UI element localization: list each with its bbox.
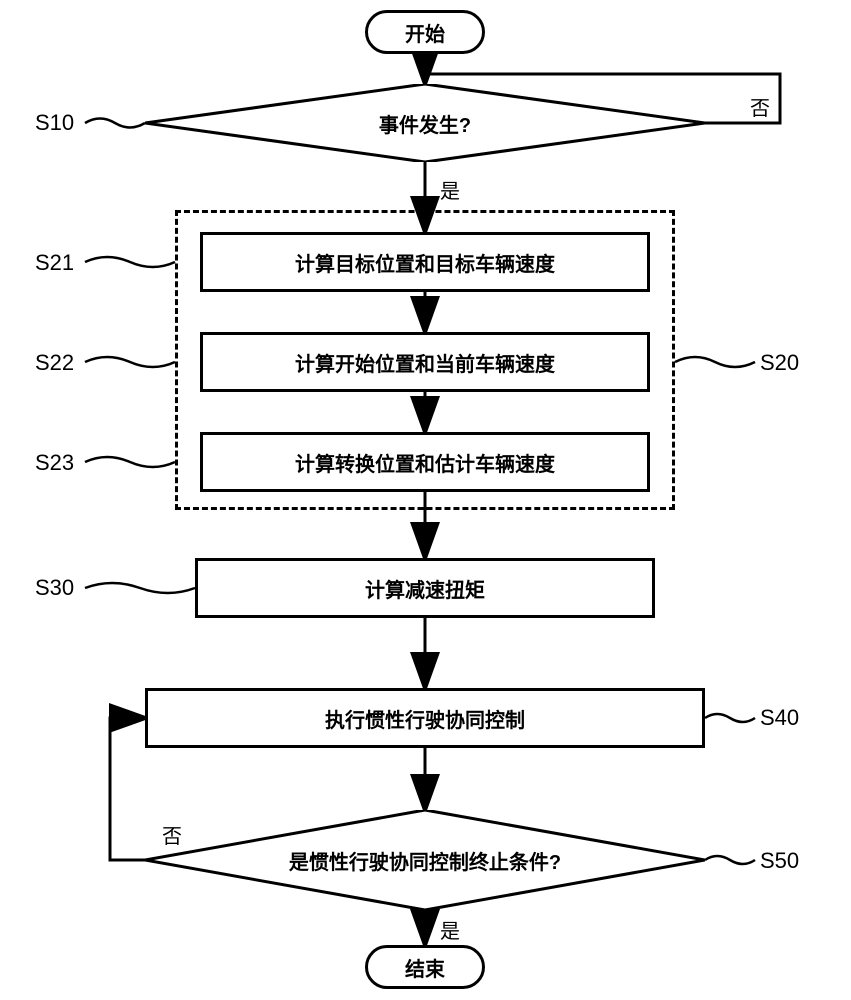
tilde-s21 <box>85 257 175 267</box>
process-s22: 计算开始位置和当前车辆速度 <box>200 332 650 392</box>
step-label-s10: S10 <box>35 110 74 136</box>
step-label-s22: S22 <box>35 350 74 376</box>
edge-label-s50-no: 否 <box>162 820 182 849</box>
flowchart-canvas: 开始 结束 事件发生? 计算目标位置和目标车辆速度 计算开始位置和当前车辆速度 … <box>0 0 851 1000</box>
terminator-end: 结束 <box>365 945 485 989</box>
process-s21-text: 计算目标位置和目标车辆速度 <box>295 248 555 277</box>
decision-s50: 是惯性行驶协同控制终止条件? <box>145 810 705 910</box>
decision-s10-text: 事件发生? <box>379 109 471 138</box>
process-s23: 计算转换位置和估计车辆速度 <box>200 432 650 492</box>
process-s22-text: 计算开始位置和当前车辆速度 <box>295 348 555 377</box>
process-s21: 计算目标位置和目标车辆速度 <box>200 232 650 292</box>
decision-s50-text: 是惯性行驶协同控制终止条件? <box>289 846 561 875</box>
tilde-s30 <box>85 583 195 593</box>
step-label-s23: S23 <box>35 450 74 476</box>
process-s23-text: 计算转换位置和估计车辆速度 <box>295 448 555 477</box>
edge-label-s10-no: 否 <box>750 92 770 121</box>
terminator-end-text: 结束 <box>405 953 445 982</box>
step-label-s50: S50 <box>760 848 799 874</box>
terminator-start-text: 开始 <box>405 18 445 47</box>
step-label-s40: S40 <box>760 705 799 731</box>
tilde-s40 <box>705 714 755 722</box>
tilde-s10 <box>85 119 145 128</box>
tilde-s23 <box>85 457 175 467</box>
step-label-s20: S20 <box>760 350 799 376</box>
tilde-s22 <box>85 357 175 367</box>
process-s40-text: 执行惯性行驶协同控制 <box>325 704 525 733</box>
step-label-s21: S21 <box>35 250 74 276</box>
process-s30-text: 计算减速扭矩 <box>365 574 485 603</box>
process-s30: 计算减速扭矩 <box>195 558 655 618</box>
process-s40: 执行惯性行驶协同控制 <box>145 688 705 748</box>
tilde-s50 <box>705 856 755 864</box>
tilde-s20 <box>675 357 755 367</box>
edge-label-s50-yes: 是 <box>440 915 460 944</box>
step-label-s30: S30 <box>35 575 74 601</box>
decision-s10: 事件发生? <box>145 84 705 162</box>
loop-s50-no <box>110 718 145 860</box>
terminator-start: 开始 <box>365 10 485 54</box>
edge-label-s10-yes: 是 <box>440 175 460 204</box>
